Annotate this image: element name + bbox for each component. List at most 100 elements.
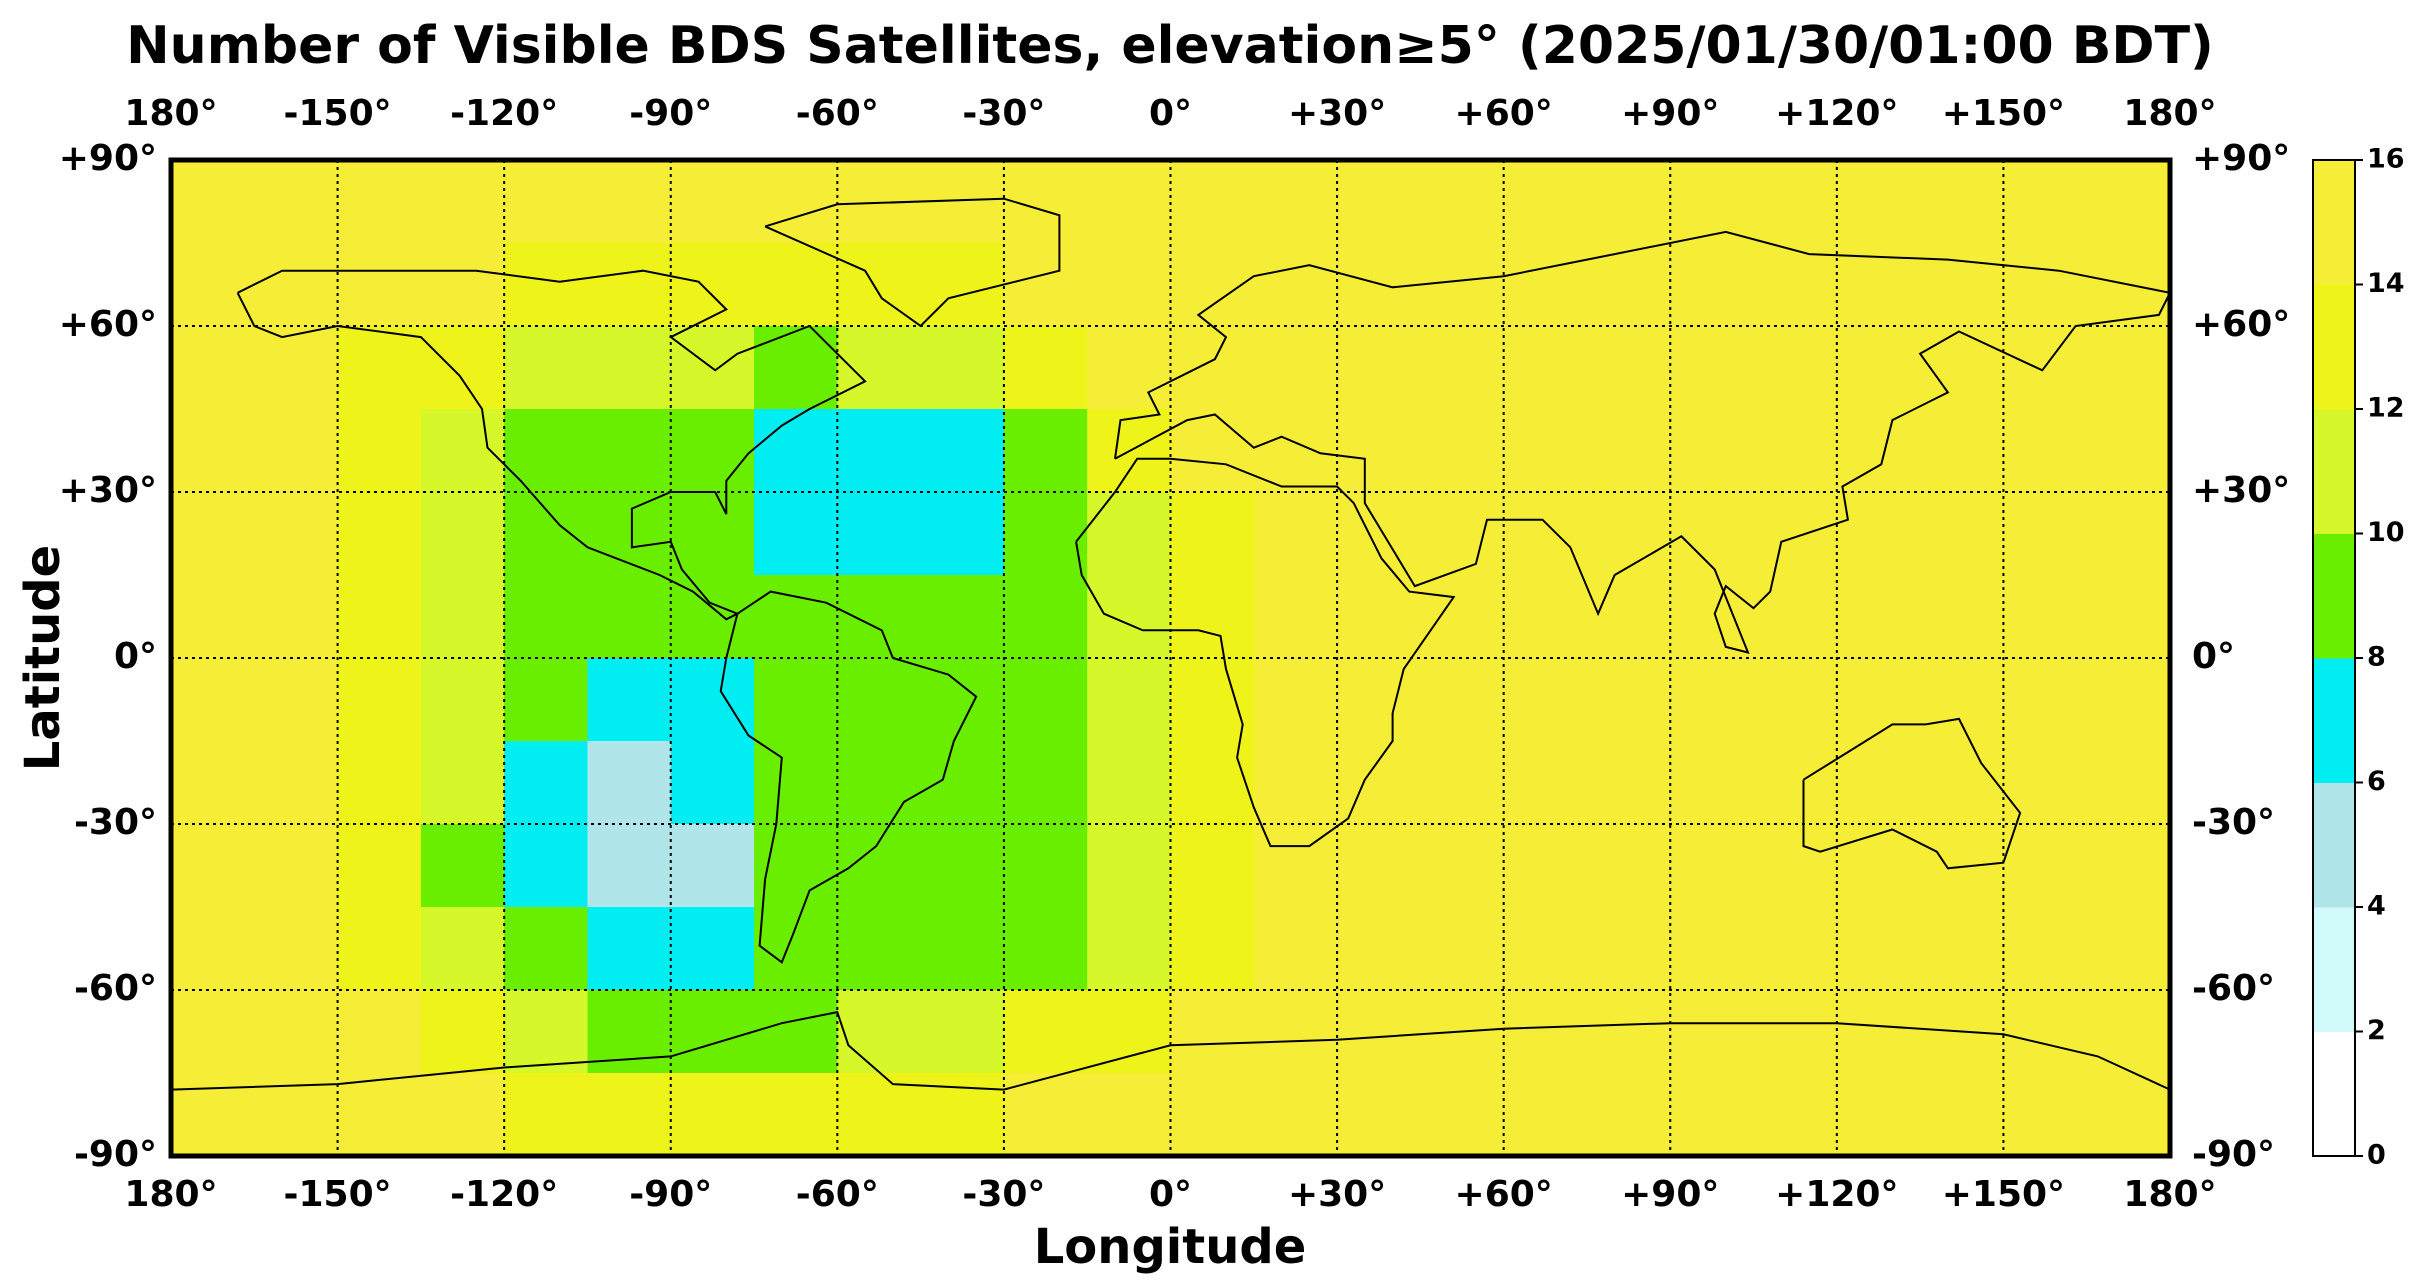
coastlines (170, 197, 2172, 1091)
heatmap-cell (1087, 824, 1171, 908)
heatmap-cell (2086, 741, 2171, 825)
heatmap-cell (587, 575, 672, 659)
heatmap-cell (670, 492, 755, 576)
x-tick-label: -60° (796, 1174, 879, 1215)
x-tick-label: -90° (629, 93, 712, 134)
heatmap-cell (754, 160, 838, 244)
heatmap-cell (670, 409, 755, 493)
heatmap-cell (587, 824, 672, 908)
heatmap-cell (1503, 741, 1588, 825)
heatmap-cell (1586, 658, 1671, 742)
heatmap-cell (1586, 409, 1671, 493)
heatmap-cell (254, 160, 339, 244)
heatmap-cell (1253, 575, 1338, 659)
heatmap-cell (1920, 907, 2004, 991)
heatmap-cell (1920, 1073, 2004, 1157)
x-axis-label: Longitude (1034, 1219, 1307, 1275)
heatmap-cell (1337, 492, 1421, 576)
heatmap-cell (2003, 658, 2088, 742)
heatmap-cell (754, 990, 838, 1074)
colorbar-segment (2313, 782, 2355, 908)
heatmap-cell (1753, 658, 1838, 742)
heatmap-cell (420, 990, 505, 1074)
heatmap-cell (1920, 824, 2004, 908)
heatmap-cell (420, 1073, 505, 1157)
heatmap-cell (1836, 824, 1921, 908)
heatmap-cell (920, 741, 1005, 825)
heatmap-cell (504, 243, 588, 327)
heatmap-cell (1337, 990, 1421, 1074)
heatmap-cell (1670, 990, 1755, 1074)
heatmap-cell (1670, 575, 1755, 659)
heatmap-cell (920, 575, 1005, 659)
heatmap-cell (337, 160, 422, 244)
x-tick-label: +150° (1942, 93, 2065, 134)
y-tick-label: 0° (114, 636, 157, 677)
heatmap-cell (670, 990, 755, 1074)
x-tick-label: +120° (1775, 1174, 1898, 1215)
heatmap-cell (1337, 326, 1421, 410)
heatmap-cell (587, 160, 672, 244)
x-tick-label: 0° (1149, 1174, 1192, 1215)
heatmap-cell (504, 409, 588, 493)
heatmap-cell (670, 160, 755, 244)
heatmap-cell (1253, 907, 1338, 991)
heatmap-cell (754, 243, 838, 327)
coastline (1802, 717, 2022, 870)
y-tick-label: -90° (74, 1134, 157, 1175)
heatmap-cell (1420, 492, 1505, 576)
heatmap-cell (1087, 575, 1171, 659)
heatmap-cell (754, 824, 838, 908)
heatmap-cell (1920, 243, 2004, 327)
heatmap-cell (171, 326, 255, 410)
heatmap-cell (587, 741, 672, 825)
heatmap-cell (2003, 990, 2088, 1074)
heatmap-cell (1503, 409, 1588, 493)
heatmap-cell (1670, 907, 1755, 991)
heatmap-cell (420, 741, 505, 825)
heatmap-cell (171, 658, 255, 742)
heatmap-cell (1753, 409, 1838, 493)
heatmap-cell (1586, 492, 1671, 576)
heatmap-cell (1920, 492, 2004, 576)
heatmap-cell (420, 658, 505, 742)
heatmap-cell (254, 575, 339, 659)
heatmap-cell (1836, 326, 1921, 410)
heatmap-cell (2086, 492, 2171, 576)
heatmap-cell (754, 1073, 838, 1157)
heatmap-cell (1337, 160, 1421, 244)
heatmap-cell (1503, 907, 1588, 991)
heatmap-cell (504, 741, 588, 825)
heatmap-cell (1670, 243, 1755, 327)
colorbar-tick-label: 2 (2367, 1015, 2386, 1046)
colorbar-tick-label: 0 (2367, 1140, 2386, 1171)
heatmap-cell (171, 990, 255, 1074)
heatmap-cell (1337, 575, 1421, 659)
heatmap-cell (2086, 990, 2171, 1074)
heatmap-cell (337, 409, 422, 493)
heatmap-cell (504, 1073, 588, 1157)
heatmap-cell (171, 160, 255, 244)
x-tick-label: +30° (1288, 93, 1386, 134)
heatmap-cell (1670, 824, 1755, 908)
heatmap-cell (254, 990, 339, 1074)
heatmap-cell (337, 326, 422, 410)
heatmap-cell (1753, 1073, 1838, 1157)
x-tick-label: -120° (450, 93, 558, 134)
heatmap-cell (1337, 658, 1421, 742)
heatmap-cell (1920, 160, 2004, 244)
heatmap-cell (1170, 824, 1255, 908)
colorbar-tick-label: 6 (2367, 766, 2386, 797)
heatmap-cell (420, 243, 505, 327)
heatmap-cell (1753, 824, 1838, 908)
heatmap-cell (1503, 824, 1588, 908)
y-tick-label: 0° (2192, 636, 2235, 677)
heatmap-cell (2003, 1073, 2088, 1157)
x-tick-label: 180° (124, 93, 217, 134)
heatmap-cell (1170, 658, 1255, 742)
heatmap-cell (504, 658, 588, 742)
heatmap-cell (2003, 492, 2088, 576)
colorbar-segment (2313, 284, 2355, 410)
x-tick-label: +60° (1455, 93, 1553, 134)
